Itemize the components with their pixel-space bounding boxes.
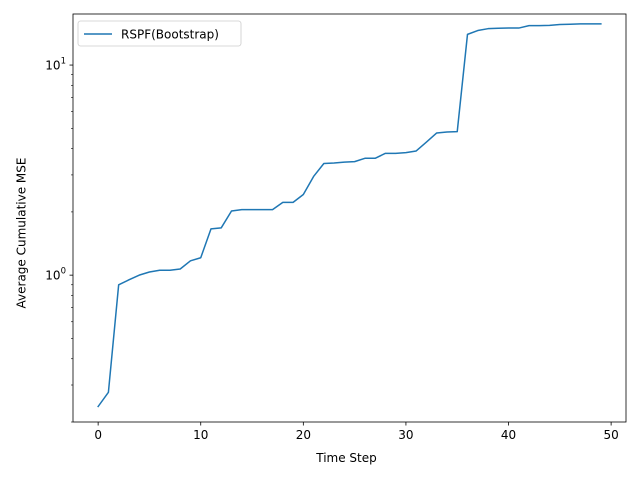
y-tick-label: 101: [45, 57, 66, 73]
x-tick-label: 40: [501, 428, 516, 442]
legend-box: [77, 20, 242, 47]
series-line: [97, 23, 602, 408]
y-axis-label: Average Cumulative MSE: [15, 158, 29, 309]
plot-frame: [72, 13, 627, 423]
x-tick-label: 0: [94, 428, 102, 442]
legend-label: RSPF(Bootstrap): [121, 28, 219, 42]
x-tick-label: 30: [398, 428, 413, 442]
x-axis: 0 10 20 30 40 50: [94, 422, 619, 442]
x-tick-label: 20: [296, 428, 311, 442]
x-tick-label: 10: [193, 428, 208, 442]
x-axis-label: Time Step: [315, 451, 377, 465]
y-tick-label: 100: [45, 267, 66, 283]
x-tick-label: 50: [603, 428, 618, 442]
legend: RSPF(Bootstrap): [77, 20, 242, 47]
y-axis: 100 101: [45, 57, 73, 423]
plot-area: [72, 13, 627, 423]
